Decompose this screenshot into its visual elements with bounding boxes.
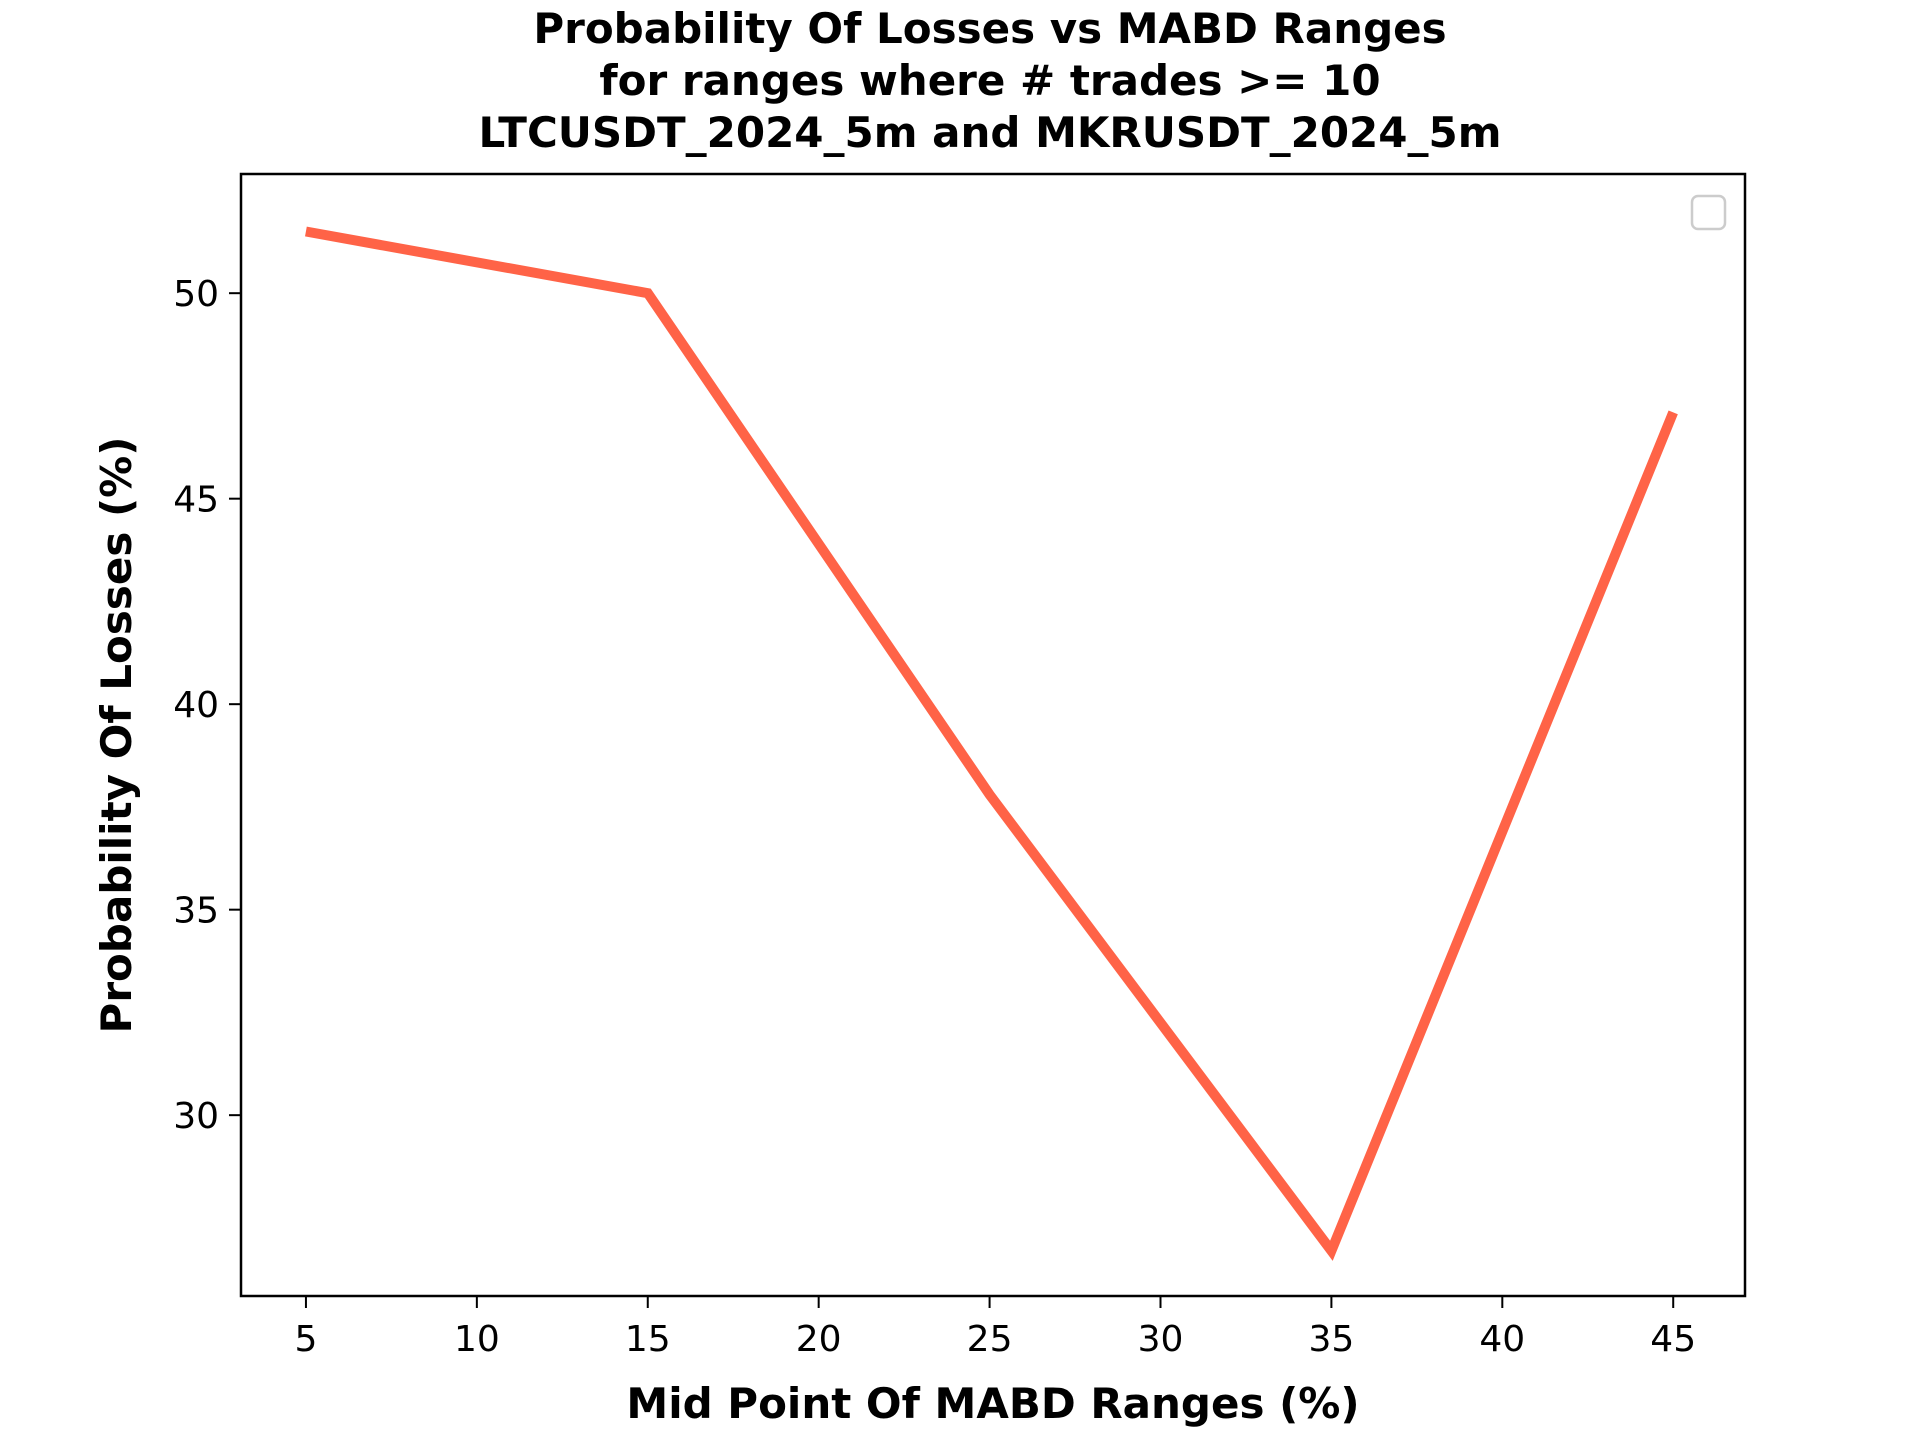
y-axis-label: Probability Of Losses (%) xyxy=(92,437,141,1034)
y-tick-label: 40 xyxy=(173,685,219,726)
legend-box[interactable] xyxy=(1690,194,1727,231)
x-tick-label: 5 xyxy=(294,1319,317,1360)
y-tick-label: 45 xyxy=(173,480,219,521)
x-tick-label: 25 xyxy=(967,1319,1013,1360)
chart-title-line-3: LTCUSDT_2024_5m and MKRUSDT_2024_5m xyxy=(478,108,1501,157)
series-lines xyxy=(305,226,1678,1261)
x-tick-label: 35 xyxy=(1308,1319,1354,1360)
x-axis-label: Mid Point Of MABD Ranges (%) xyxy=(626,1379,1359,1428)
x-tick-label: 10 xyxy=(454,1319,500,1360)
x-tick-label: 30 xyxy=(1138,1319,1184,1360)
x-tick-label: 45 xyxy=(1650,1319,1696,1360)
y-tick-label: 35 xyxy=(173,891,219,932)
chart-title-line-1: Probability Of Losses vs MABD Ranges xyxy=(533,4,1446,53)
axis-ticks: 5 10 15 20 25 30 35 40 45 30 35 40 45 50 xyxy=(173,274,1696,1360)
x-tick-label: 20 xyxy=(796,1319,842,1360)
plot-area xyxy=(239,172,1747,1298)
y-tick-label: 30 xyxy=(173,1096,219,1137)
chart-title-line-2: for ranges where # trades >= 10 xyxy=(599,56,1380,105)
series-line-0 xyxy=(305,226,1678,1261)
x-tick-label: 40 xyxy=(1479,1319,1525,1360)
y-tick-label: 50 xyxy=(173,274,219,315)
x-tick-label: 15 xyxy=(625,1319,671,1360)
